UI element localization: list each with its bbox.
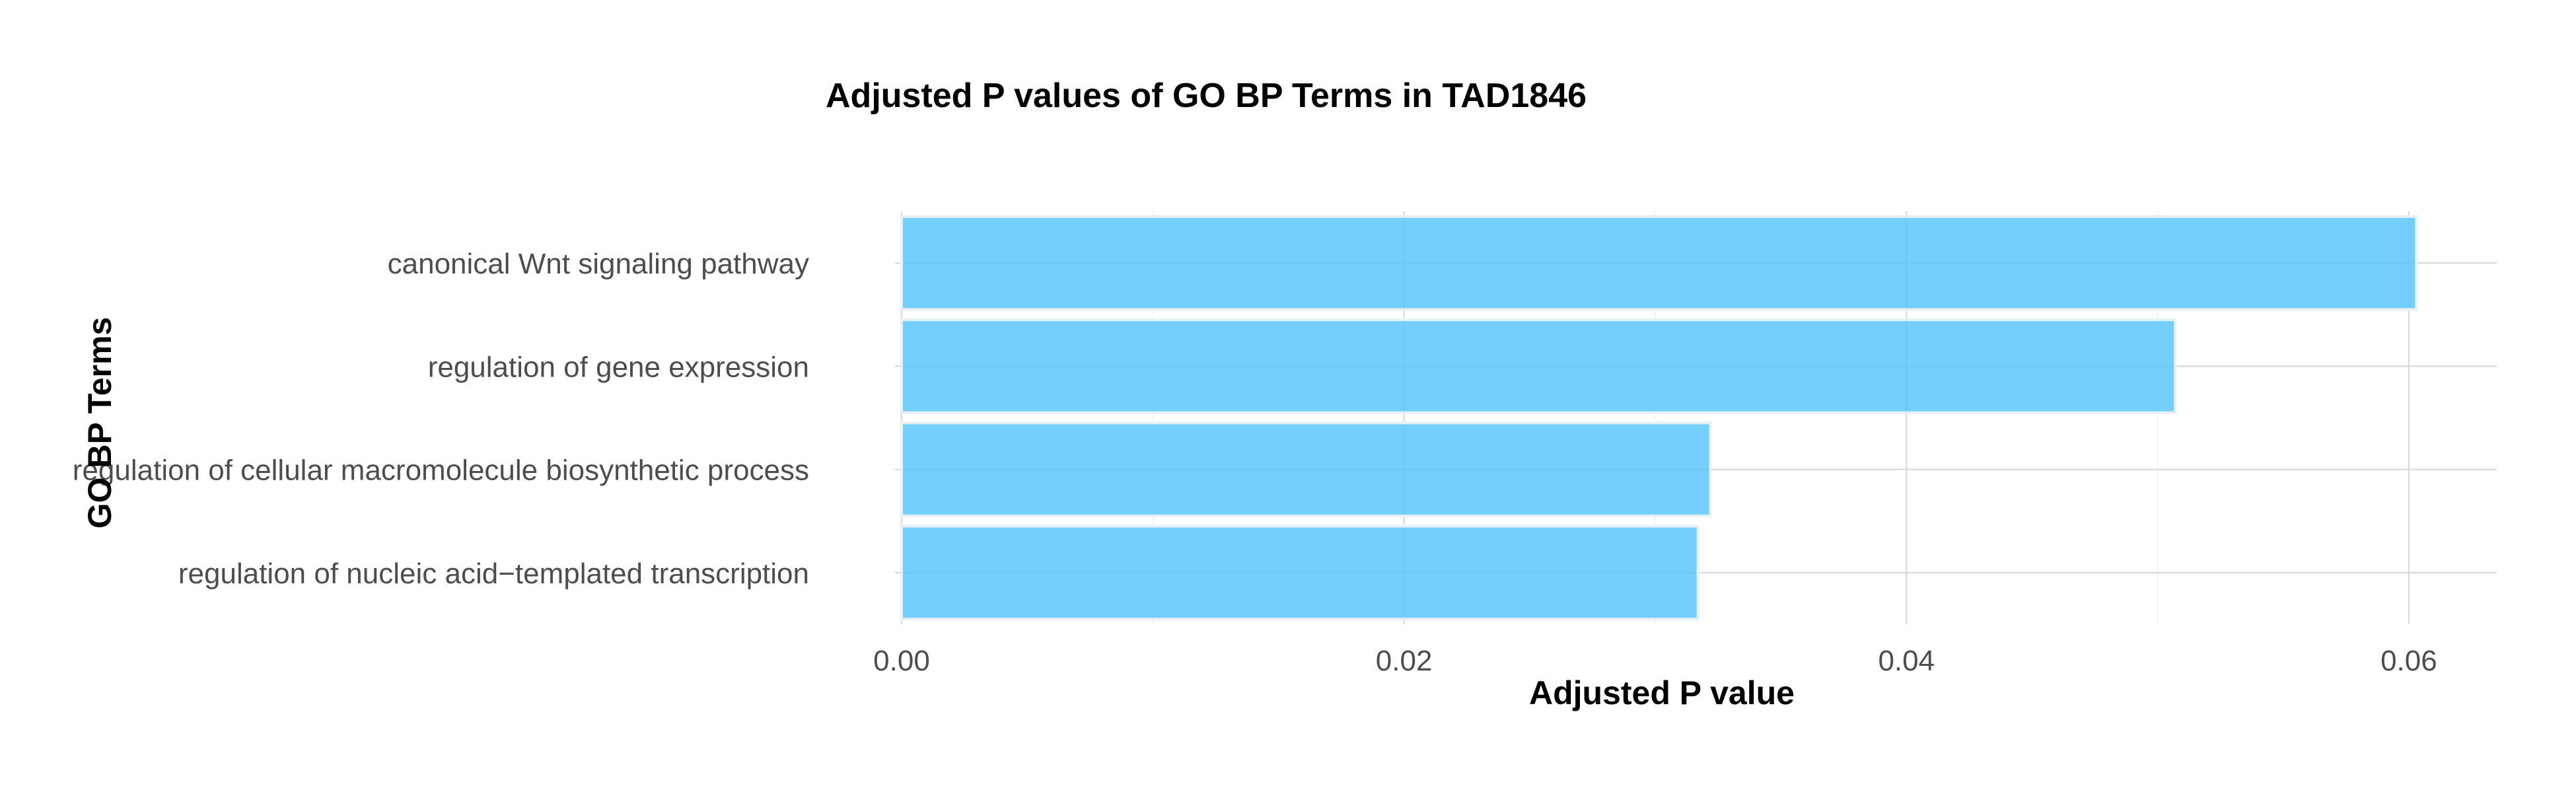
x-tick-label: 0.00 — [873, 645, 930, 677]
bar — [900, 421, 1712, 517]
category-label: regulation of gene expression — [428, 351, 809, 383]
bar — [900, 525, 1699, 621]
bar — [900, 318, 2177, 414]
chart-title: Adjusted P values of GO BP Terms in TAD1… — [826, 77, 1587, 115]
x-tick-label: 0.06 — [2380, 645, 2437, 677]
y-axis-title: GO BP Terms — [81, 317, 118, 528]
category-label: regulation of cellular macromolecule bio… — [73, 454, 809, 487]
labels-layer: 0.00 0.02 0.04 0.06 canonical Wnt signaling … — [73, 248, 2437, 677]
category-label: canonical Wnt signaling pathway — [388, 248, 809, 280]
bars-layer — [900, 215, 2418, 621]
x-tick-label: 0.02 — [1376, 645, 1433, 677]
bar — [900, 215, 2418, 311]
category-label: regulation of nucleic acid−templated tra… — [178, 558, 809, 590]
x-axis-title: Adjusted P value — [1529, 674, 1795, 711]
x-tick-label: 0.04 — [1878, 645, 1935, 677]
